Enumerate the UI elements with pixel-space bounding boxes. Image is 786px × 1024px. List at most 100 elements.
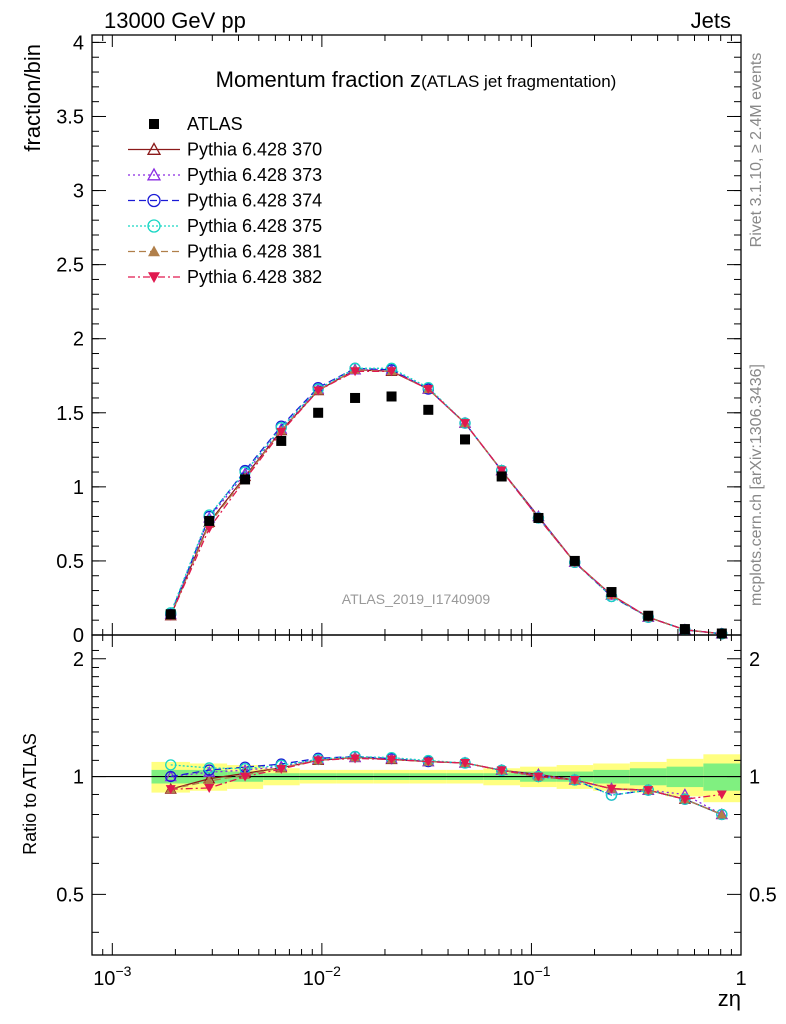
data-point bbox=[569, 775, 580, 785]
side-label-mcplots: mcplots.cern.ch [arXiv:1306.3436] bbox=[748, 364, 765, 606]
header-left: 13000 GeV pp bbox=[104, 8, 246, 33]
x-tick-label: 10−2 bbox=[303, 963, 341, 990]
ratio-tick-label-right: 1 bbox=[749, 767, 760, 789]
chart-title-main: Momentum fraction z bbox=[216, 67, 421, 92]
data-point bbox=[240, 772, 251, 782]
chart-title-sub: (ATLAS jet fragmentation) bbox=[421, 72, 616, 91]
data-point bbox=[146, 142, 162, 155]
data-point bbox=[204, 783, 215, 793]
watermark: ATLAS_2019_I1740909 bbox=[342, 591, 491, 607]
legend-entry: Pythia 6.428 382 bbox=[128, 267, 322, 287]
data-point bbox=[350, 392, 361, 403]
data-point bbox=[716, 809, 727, 819]
series-line bbox=[170, 369, 722, 635]
data-point bbox=[423, 404, 434, 415]
data-point bbox=[146, 167, 162, 181]
data-point bbox=[569, 555, 580, 566]
data-point bbox=[533, 512, 544, 523]
series-line bbox=[170, 367, 722, 635]
data-point bbox=[679, 624, 690, 635]
data-point bbox=[165, 785, 176, 795]
y-tick-label: 2.5 bbox=[56, 255, 84, 277]
series-line bbox=[170, 369, 722, 635]
legend-entry: Pythia 6.428 370 bbox=[128, 140, 322, 160]
data-point bbox=[460, 434, 471, 445]
y-tick-label: 4 bbox=[73, 32, 84, 54]
ratio-tick-label: 0.5 bbox=[56, 884, 84, 906]
legend-entry: Pythia 6.428 375 bbox=[128, 216, 322, 236]
legend-entry: Pythia 6.428 374 bbox=[128, 191, 322, 211]
data-point bbox=[165, 759, 177, 771]
series-line bbox=[170, 370, 722, 635]
ratio-axis-label: Ratio to ATLAS bbox=[20, 733, 40, 855]
data-point bbox=[147, 219, 161, 233]
data-point bbox=[276, 764, 287, 774]
legend-label: Pythia 6.428 381 bbox=[187, 242, 322, 262]
ratio-tick-label: 2 bbox=[73, 649, 84, 671]
y-axis-label: fraction/bin bbox=[20, 44, 45, 152]
ratio-tick-label-right: 0.5 bbox=[749, 884, 777, 906]
legend-label: Pythia 6.428 382 bbox=[187, 267, 322, 287]
legend: ATLAS Pythia 6.428 370 Pythia 6.428 373 Pyt… bbox=[128, 114, 322, 287]
y-tick-label: 0 bbox=[73, 625, 84, 647]
x-axis-label: zη bbox=[718, 986, 741, 1011]
data-point bbox=[496, 466, 507, 476]
legend-label: Pythia 6.428 374 bbox=[187, 191, 322, 211]
data-point bbox=[148, 245, 160, 257]
ratio-frame bbox=[91, 634, 742, 956]
y-tick-label: 3 bbox=[73, 181, 84, 203]
data-point bbox=[204, 515, 215, 526]
axes: 10−3 10−2 10−1 1 0 0.5 1 1.5 2 2.5 3 3.5 4 0.5 0.5 1 1 2 2 bbox=[56, 32, 777, 990]
header-right: Jets bbox=[691, 8, 731, 33]
chart-title: Momentum fraction z(ATLAS jet fragmentat… bbox=[216, 67, 617, 92]
data-point bbox=[313, 407, 324, 418]
data-point bbox=[606, 784, 617, 794]
data-point bbox=[203, 762, 215, 774]
series-atlas bbox=[165, 391, 727, 639]
data-point bbox=[679, 795, 690, 805]
x-tick-label: 10−3 bbox=[93, 963, 131, 990]
data-point bbox=[460, 419, 471, 429]
data-point bbox=[423, 385, 434, 395]
data-point bbox=[148, 272, 160, 283]
data-point bbox=[716, 628, 727, 639]
data-point bbox=[240, 474, 251, 485]
ratio-tick-label-right: 2 bbox=[749, 649, 760, 671]
series-pythia-6-428-382 bbox=[165, 367, 727, 805]
data-point bbox=[313, 386, 324, 396]
data-point bbox=[643, 786, 654, 796]
data-point bbox=[496, 766, 507, 776]
y-tick-label: 2 bbox=[73, 329, 84, 351]
data-point bbox=[350, 367, 361, 377]
data-point bbox=[204, 776, 215, 786]
data-point bbox=[386, 391, 397, 402]
y-tick-label: 0.5 bbox=[56, 551, 84, 573]
data-point bbox=[606, 587, 617, 598]
legend-label: ATLAS bbox=[187, 114, 243, 134]
x-tick-label: 1 bbox=[735, 968, 746, 990]
legend-entry: Pythia 6.428 381 bbox=[128, 242, 322, 262]
legend-label: Pythia 6.428 370 bbox=[187, 140, 322, 160]
y-tick-label: 1 bbox=[73, 477, 84, 499]
data-point bbox=[386, 755, 397, 765]
data-point bbox=[350, 754, 361, 764]
side-label-rivet: Rivet 3.1.10, ≥ 2.4M events bbox=[748, 53, 765, 248]
legend-entry: Pythia 6.428 373 bbox=[128, 165, 322, 185]
y-tick-label: 3.5 bbox=[56, 106, 84, 128]
x-tick-label: 10−1 bbox=[512, 963, 550, 990]
legend-label: Pythia 6.428 375 bbox=[187, 216, 322, 236]
legend-label: Pythia 6.428 373 bbox=[187, 165, 322, 185]
data-point bbox=[147, 193, 161, 208]
data-point bbox=[165, 770, 177, 783]
data-point bbox=[716, 790, 727, 800]
data-point bbox=[386, 367, 397, 377]
data-point bbox=[460, 758, 471, 768]
ratio-line bbox=[170, 757, 722, 800]
data-point bbox=[165, 609, 176, 620]
data-point bbox=[643, 610, 654, 621]
data-point bbox=[204, 524, 215, 534]
data-point bbox=[423, 757, 434, 767]
data-point bbox=[533, 772, 544, 782]
legend-entry: ATLAS bbox=[149, 114, 243, 134]
